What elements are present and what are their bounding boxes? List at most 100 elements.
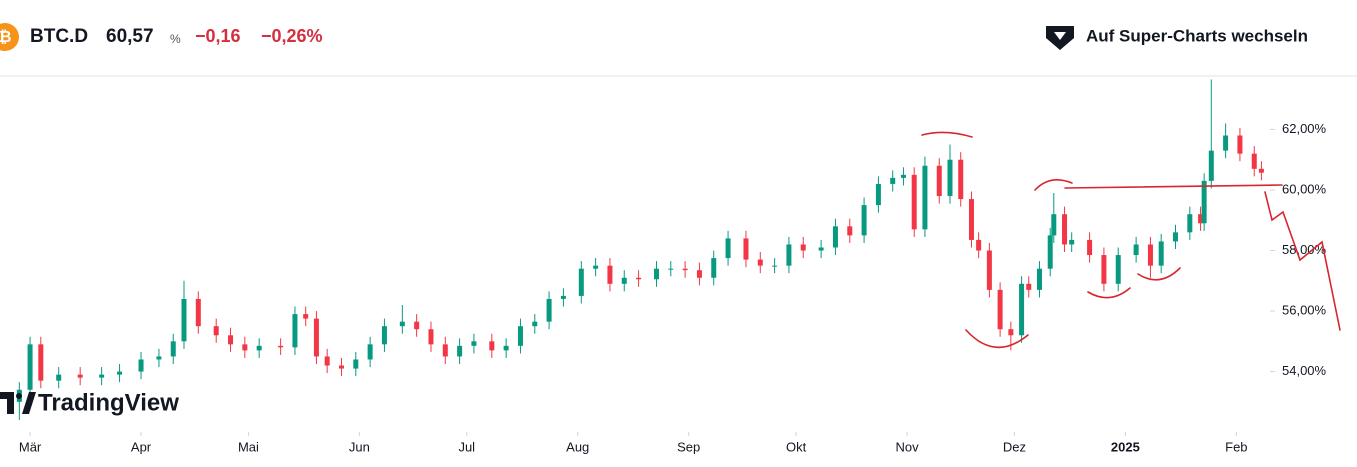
candle-body (313, 318, 319, 357)
candle-body (786, 244, 792, 266)
btc-icon (0, 23, 19, 51)
x-tick-label: 2025 (1111, 439, 1140, 454)
candle-body (138, 359, 144, 372)
candle-body (1047, 235, 1053, 269)
candle-body (117, 371, 123, 375)
candle-body (213, 326, 219, 336)
y-tick-label: 58,00% (1282, 242, 1327, 257)
x-tick-label: Apr (131, 439, 152, 454)
candle-body (1062, 214, 1068, 245)
candle-body (1198, 214, 1204, 224)
candle-body (303, 314, 309, 319)
logo-mark (0, 392, 14, 414)
candle-body (1036, 268, 1042, 290)
candle-body (1251, 153, 1257, 169)
candle-body (832, 226, 838, 248)
annotation-stroke (1034, 178, 1073, 191)
candle-body (1173, 232, 1179, 242)
candle-body (428, 329, 434, 345)
candle-body (1008, 329, 1014, 336)
annotation-stroke (1064, 184, 1283, 189)
candle-body (1019, 283, 1025, 336)
candle-body (367, 344, 373, 360)
candle-body (1087, 239, 1093, 256)
candle-body (607, 265, 613, 284)
candle-body (958, 159, 964, 200)
candle-body (653, 268, 659, 280)
candle-body (56, 374, 62, 381)
annotation-stroke (1137, 267, 1181, 281)
x-tick-label: Jun (349, 439, 370, 454)
candle-body (1101, 255, 1107, 284)
candle-body (818, 247, 824, 251)
candle-body (578, 268, 584, 296)
candle-body (861, 205, 867, 236)
x-tick-label: Sep (677, 439, 700, 454)
candle-body (414, 321, 420, 330)
candle-body (517, 326, 523, 346)
x-tick-label: Mai (238, 439, 259, 454)
candle-body (338, 365, 344, 369)
x-tick-label: Feb (1225, 439, 1247, 454)
candle-body (900, 174, 906, 178)
candle-body (99, 374, 105, 378)
btc-symbol: ₿ (0, 28, 12, 46)
candle-body (986, 250, 992, 290)
candle-body (442, 344, 448, 357)
candle-body (757, 259, 763, 266)
candle-body (800, 244, 806, 251)
candle-body (27, 344, 33, 390)
candle-body (1069, 239, 1075, 245)
x-tick-label: Okt (786, 439, 807, 454)
candle-body (1223, 135, 1229, 151)
candle-body (1201, 180, 1207, 224)
candle-body (711, 258, 717, 278)
candle-body (890, 177, 896, 184)
candle-body (381, 326, 387, 345)
candle-body (457, 345, 463, 357)
watermark-text: TradingView (38, 389, 179, 416)
change-pct: −0,26% (261, 26, 323, 46)
y-tick-label: 56,00% (1282, 302, 1327, 317)
candle-body (772, 265, 778, 267)
candle-body (1026, 283, 1032, 290)
candle-body (922, 165, 928, 230)
change: −0,16 (195, 26, 241, 46)
candle-body (682, 268, 688, 271)
candle-body (242, 344, 248, 351)
candle-body (997, 289, 1003, 330)
logo-dot (16, 393, 22, 399)
symbol: BTC.D (30, 26, 88, 47)
annotation-stroke (1087, 287, 1131, 299)
candle-body (1187, 214, 1193, 233)
candle-body (324, 356, 330, 366)
candle-body (1051, 214, 1057, 236)
logo-slash (22, 392, 36, 414)
candle-body (668, 268, 674, 270)
candle-body (1147, 244, 1153, 266)
candle-body (1258, 168, 1264, 173)
candle-body (976, 239, 982, 251)
candle-body (1158, 241, 1164, 266)
candle-body (38, 344, 44, 381)
candle-body (560, 295, 566, 299)
candle-body (1133, 244, 1139, 256)
annotation-stroke (965, 329, 1029, 349)
candle-body (156, 356, 162, 360)
candle-body (546, 298, 552, 322)
candle-body (77, 374, 83, 378)
candle-body (489, 341, 495, 351)
y-tick-label: 62,00% (1282, 121, 1327, 136)
candle-body (353, 359, 359, 369)
candle-body (278, 345, 284, 348)
y-tick-label: 60,00% (1282, 181, 1327, 196)
annotations (921, 131, 1341, 349)
supercharts-button[interactable]: Auf Super-Charts wechseln (1086, 26, 1308, 45)
x-tick-label: Dez (1003, 439, 1026, 454)
candle-body (228, 335, 234, 345)
candle-body (875, 183, 881, 206)
candle-body (1237, 135, 1243, 154)
y-tick-label: 54,00% (1282, 363, 1327, 378)
candle-body (743, 238, 749, 260)
